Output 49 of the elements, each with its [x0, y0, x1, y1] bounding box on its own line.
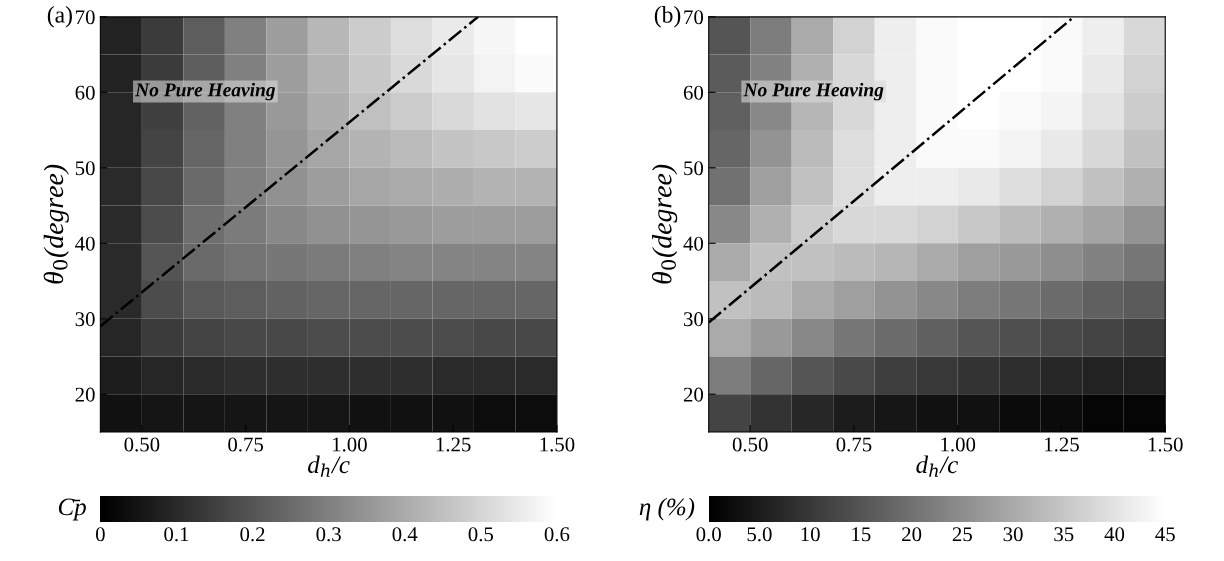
color-bar-label: 30	[1003, 527, 1023, 542]
x-tick-label: 1.25	[1045, 437, 1079, 452]
x-tick-label: 1.50	[540, 437, 575, 452]
x-tick-label: 1.50	[1148, 437, 1183, 452]
x-tick-label: 0.50	[124, 437, 160, 452]
x-tick-label: 0.75	[836, 437, 872, 452]
y-tick-label: 70	[76, 10, 95, 25]
y-tick-label: 50	[75, 161, 95, 176]
y-tick-label: 30	[684, 312, 704, 327]
color-bar-label: 40	[1104, 527, 1125, 542]
color-bar-title: η (%)	[639, 497, 695, 521]
color-bar-label: 5.0	[747, 527, 772, 542]
color-bar-label: 0.4	[392, 527, 418, 542]
y-tick-label: 70	[684, 10, 704, 25]
y-tick-label: 40	[683, 236, 704, 251]
y-tick-label: 30	[75, 312, 95, 327]
color-bar-label: 0.0	[696, 527, 721, 542]
color-bar-label: 25	[952, 527, 972, 542]
y-tick-label: 20	[683, 387, 704, 402]
x-tick-label: 1.25	[436, 437, 471, 452]
color-bar-label: 0.1	[164, 527, 189, 542]
color-bar-label: 0.6	[544, 527, 570, 542]
y-axis-title: θ$_{0}$(degree)	[43, 164, 69, 284]
annotation: No Pure Heaving	[134, 82, 276, 101]
y-tick-label: 20	[75, 387, 95, 402]
color-bar-label: 0.2	[240, 527, 265, 542]
color-bar-label: 45	[1155, 527, 1175, 542]
x-tick-label: 1.00	[941, 437, 976, 452]
color-bar-label: 0.3	[316, 527, 341, 542]
x-tick-label: 0.75	[228, 437, 264, 452]
x-axis-title: d$_{h}$/c	[308, 455, 350, 477]
color-bar-label: 20	[902, 527, 922, 542]
y-tick-label: 50	[684, 161, 704, 176]
color-bar-label: 0.5	[468, 527, 494, 542]
text: (b)	[654, 6, 681, 28]
text: (a)	[47, 6, 72, 28]
y-tick-label: 60	[75, 85, 95, 100]
color-bar-label: 10	[801, 527, 820, 542]
color-bar-label: 15	[852, 527, 871, 542]
y-tick-label: 60	[683, 85, 704, 100]
x-tick-label: 1.00	[333, 437, 367, 452]
y-tick-label: 40	[75, 236, 95, 251]
color-bar-title: C̄p	[58, 498, 86, 521]
x-tick-label: 0.50	[732, 437, 768, 452]
color-bar-label: 0	[95, 527, 105, 542]
annotation: No Pure Heaving	[743, 82, 884, 101]
color-bar-label: 35	[1054, 527, 1074, 542]
y-axis-title: θ$_{0}$(degree)	[651, 164, 678, 284]
x-axis-title: d$_{h}$/c	[916, 455, 959, 477]
